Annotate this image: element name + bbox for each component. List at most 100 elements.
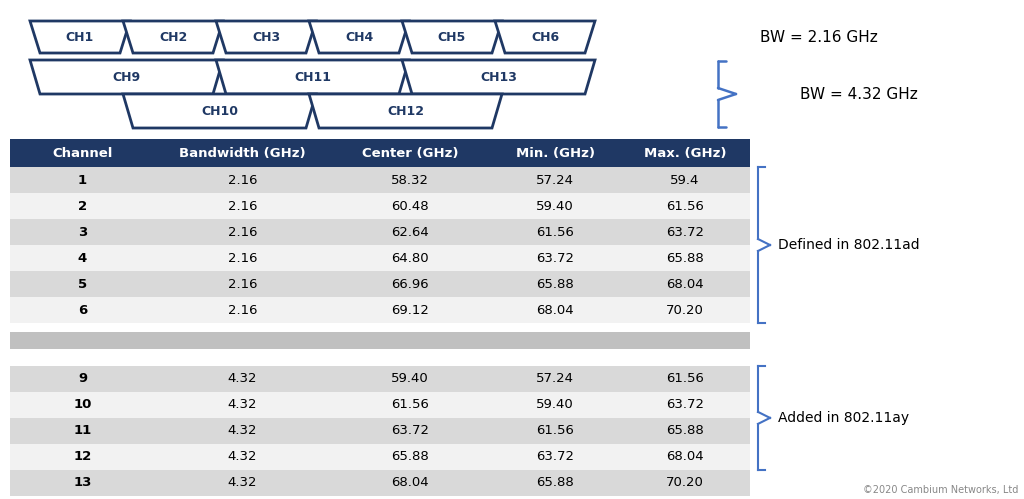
- Text: 58.32: 58.32: [391, 174, 429, 187]
- Text: Min. (GHz): Min. (GHz): [515, 147, 595, 160]
- Text: 63.72: 63.72: [536, 251, 574, 264]
- Polygon shape: [123, 21, 223, 53]
- Text: 13: 13: [74, 477, 92, 490]
- Text: Added in 802.11ay: Added in 802.11ay: [778, 411, 909, 425]
- Polygon shape: [30, 21, 130, 53]
- Bar: [10, 219, 750, 245]
- Text: 4.32: 4.32: [227, 477, 257, 490]
- Text: CH2: CH2: [159, 30, 187, 43]
- Bar: [10, 332, 750, 349]
- Text: Channel: Channel: [52, 147, 113, 160]
- Text: 4: 4: [78, 251, 87, 264]
- Bar: [10, 245, 750, 271]
- Bar: [10, 271, 750, 297]
- Text: 70.20: 70.20: [666, 303, 703, 316]
- Text: 68.04: 68.04: [537, 303, 573, 316]
- Polygon shape: [495, 21, 595, 53]
- Bar: [10, 470, 750, 496]
- Text: 61.56: 61.56: [536, 425, 573, 438]
- Text: CH6: CH6: [530, 30, 559, 43]
- Text: 63.72: 63.72: [391, 425, 429, 438]
- Text: 4.32: 4.32: [227, 451, 257, 464]
- Bar: [10, 392, 750, 418]
- Text: CH3: CH3: [252, 30, 280, 43]
- Text: 2.16: 2.16: [227, 303, 257, 316]
- Text: 65.88: 65.88: [667, 425, 703, 438]
- Polygon shape: [216, 21, 316, 53]
- Text: 11: 11: [74, 425, 91, 438]
- Text: 68.04: 68.04: [391, 477, 429, 490]
- Polygon shape: [30, 60, 223, 94]
- Text: BW = 2.16 GHz: BW = 2.16 GHz: [760, 29, 878, 44]
- Text: 68.04: 68.04: [667, 451, 703, 464]
- Polygon shape: [402, 21, 502, 53]
- Bar: [10, 193, 750, 219]
- Polygon shape: [123, 94, 316, 128]
- Text: 1: 1: [78, 174, 87, 187]
- Text: 2.16: 2.16: [227, 200, 257, 213]
- Text: 70.20: 70.20: [666, 477, 703, 490]
- Text: 62.64: 62.64: [391, 226, 429, 239]
- Text: 2.16: 2.16: [227, 277, 257, 290]
- Text: CH13: CH13: [480, 70, 517, 83]
- Text: 4.32: 4.32: [227, 425, 257, 438]
- Text: 65.88: 65.88: [667, 251, 703, 264]
- Text: 65.88: 65.88: [537, 477, 573, 490]
- Text: 63.72: 63.72: [666, 398, 705, 411]
- Text: 4.32: 4.32: [227, 398, 257, 411]
- Text: 65.88: 65.88: [391, 451, 429, 464]
- Text: 57.24: 57.24: [536, 174, 574, 187]
- Bar: [10, 444, 750, 470]
- Text: 64.80: 64.80: [391, 251, 429, 264]
- Text: 61.56: 61.56: [666, 372, 703, 385]
- Text: 9: 9: [78, 372, 87, 385]
- Polygon shape: [309, 94, 502, 128]
- Text: 63.72: 63.72: [666, 226, 705, 239]
- Text: 65.88: 65.88: [537, 277, 573, 290]
- Text: 10: 10: [74, 398, 92, 411]
- Polygon shape: [216, 60, 409, 94]
- Text: Center (GHz): Center (GHz): [361, 147, 459, 160]
- Text: 2.16: 2.16: [227, 251, 257, 264]
- Bar: [10, 139, 750, 167]
- Text: CH4: CH4: [345, 30, 373, 43]
- Text: 59.40: 59.40: [537, 200, 573, 213]
- Text: CH12: CH12: [387, 104, 424, 117]
- Text: CH1: CH1: [66, 30, 94, 43]
- Text: CH9: CH9: [113, 70, 140, 83]
- Text: 69.12: 69.12: [391, 303, 429, 316]
- Text: CH10: CH10: [201, 104, 238, 117]
- Text: 6: 6: [78, 303, 87, 316]
- Bar: [10, 297, 750, 323]
- Bar: [10, 366, 750, 392]
- Text: 61.56: 61.56: [391, 398, 429, 411]
- Text: 5: 5: [78, 277, 87, 290]
- Text: 59.40: 59.40: [391, 372, 429, 385]
- Text: 12: 12: [74, 451, 91, 464]
- Text: CH5: CH5: [438, 30, 466, 43]
- Text: CH11: CH11: [294, 70, 331, 83]
- Polygon shape: [402, 60, 595, 94]
- Text: 2.16: 2.16: [227, 226, 257, 239]
- Text: 3: 3: [78, 226, 87, 239]
- Text: 63.72: 63.72: [536, 451, 574, 464]
- Text: Max. (GHz): Max. (GHz): [644, 147, 726, 160]
- Text: 68.04: 68.04: [667, 277, 703, 290]
- Text: 2.16: 2.16: [227, 174, 257, 187]
- Text: 61.56: 61.56: [536, 226, 573, 239]
- Text: 61.56: 61.56: [666, 200, 703, 213]
- Text: 66.96: 66.96: [391, 277, 429, 290]
- Text: 2: 2: [78, 200, 87, 213]
- Text: 4.32: 4.32: [227, 372, 257, 385]
- Text: Bandwidth (GHz): Bandwidth (GHz): [179, 147, 306, 160]
- Text: 59.4: 59.4: [671, 174, 699, 187]
- Text: 60.48: 60.48: [391, 200, 429, 213]
- Text: BW = 4.32 GHz: BW = 4.32 GHz: [800, 86, 918, 101]
- Text: 57.24: 57.24: [536, 372, 574, 385]
- Polygon shape: [309, 21, 409, 53]
- Bar: [10, 167, 750, 193]
- Text: ©2020 Cambium Networks, Ltd: ©2020 Cambium Networks, Ltd: [862, 485, 1018, 495]
- Text: 59.40: 59.40: [537, 398, 573, 411]
- Bar: [10, 418, 750, 444]
- Text: Defined in 802.11ad: Defined in 802.11ad: [778, 238, 920, 252]
